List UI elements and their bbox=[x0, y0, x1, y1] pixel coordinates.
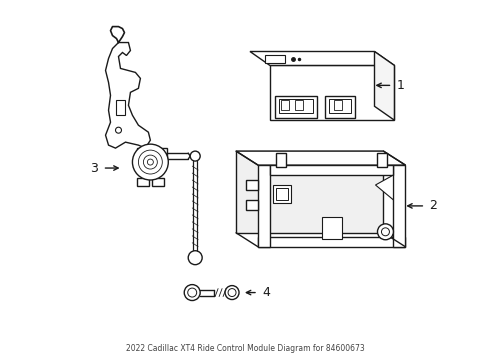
Circle shape bbox=[188, 251, 202, 265]
Bar bbox=[377, 153, 388, 167]
Bar bbox=[393, 165, 405, 247]
Bar bbox=[246, 200, 258, 210]
Text: 2022 Cadillac XT4 Ride Control Module Diagram for 84600673: 2022 Cadillac XT4 Ride Control Module Di… bbox=[125, 344, 365, 353]
Bar bbox=[322, 217, 342, 239]
Polygon shape bbox=[105, 42, 150, 148]
Text: 1: 1 bbox=[396, 79, 404, 92]
Bar bbox=[279, 99, 313, 113]
Bar bbox=[258, 237, 405, 247]
Bar bbox=[258, 165, 270, 247]
Polygon shape bbox=[236, 151, 384, 233]
Polygon shape bbox=[250, 51, 394, 66]
Bar bbox=[270, 66, 394, 120]
Circle shape bbox=[377, 224, 393, 240]
Circle shape bbox=[184, 285, 200, 301]
Polygon shape bbox=[374, 51, 394, 120]
Bar bbox=[276, 153, 286, 167]
Bar bbox=[246, 180, 258, 190]
Circle shape bbox=[190, 151, 200, 161]
Text: 3: 3 bbox=[90, 162, 98, 175]
Bar bbox=[325, 96, 355, 118]
Bar bbox=[329, 99, 350, 113]
Circle shape bbox=[188, 288, 196, 297]
Circle shape bbox=[228, 289, 236, 297]
Polygon shape bbox=[236, 151, 405, 165]
Bar bbox=[116, 100, 125, 115]
Bar bbox=[265, 55, 285, 63]
Bar bbox=[276, 188, 288, 200]
Circle shape bbox=[132, 144, 168, 180]
Text: 2: 2 bbox=[429, 199, 437, 212]
Bar bbox=[334, 100, 342, 110]
Bar bbox=[137, 178, 149, 186]
Bar bbox=[281, 100, 289, 110]
Polygon shape bbox=[375, 175, 393, 200]
Text: 4: 4 bbox=[262, 286, 270, 299]
Bar bbox=[152, 178, 164, 186]
Circle shape bbox=[116, 127, 122, 133]
Bar bbox=[137, 148, 167, 160]
Bar bbox=[141, 152, 164, 158]
Bar bbox=[275, 96, 317, 118]
Circle shape bbox=[382, 228, 390, 236]
Circle shape bbox=[225, 285, 239, 300]
Bar bbox=[270, 165, 393, 175]
Bar bbox=[295, 100, 303, 110]
Bar bbox=[273, 185, 291, 203]
